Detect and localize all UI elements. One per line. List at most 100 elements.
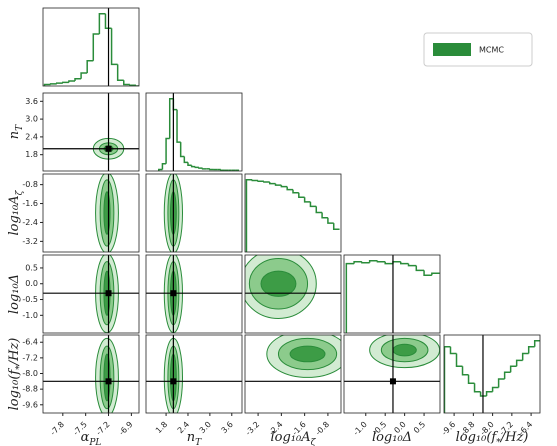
histogram-step bbox=[521, 352, 529, 361]
panel-frame bbox=[145, 254, 243, 334]
panel bbox=[95, 174, 119, 252]
legend-swatch bbox=[433, 43, 471, 56]
axis-label: log₁₀Aζ bbox=[7, 189, 25, 235]
panel-frame bbox=[145, 92, 243, 172]
label-sub: * bbox=[15, 365, 25, 370]
y-tick-label: -3.2 bbox=[22, 237, 38, 246]
histogram-step bbox=[392, 260, 401, 264]
histogram-step bbox=[280, 185, 288, 188]
label-main: log₁₀A bbox=[7, 195, 22, 235]
histogram-step bbox=[176, 109, 181, 143]
panel bbox=[158, 93, 240, 171]
x-tick-label: 3.6 bbox=[220, 420, 235, 435]
panel-frame bbox=[42, 254, 140, 334]
histogram-step bbox=[509, 365, 517, 373]
axis-label: log₁₀Δ bbox=[372, 430, 412, 445]
histogram-step bbox=[345, 262, 355, 333]
panel-frame bbox=[145, 173, 243, 253]
panel-frame bbox=[443, 334, 541, 414]
y-tick-label: -7.2 bbox=[22, 353, 38, 362]
histogram-step bbox=[384, 261, 393, 265]
contour-level bbox=[103, 191, 111, 235]
y-tick-label: 0.5 bbox=[25, 263, 38, 272]
x-tick-label: 3.0 bbox=[198, 420, 213, 435]
histogram-step bbox=[415, 265, 425, 272]
panel bbox=[43, 8, 139, 86]
histogram-step bbox=[292, 189, 299, 194]
label-main: α bbox=[81, 430, 90, 445]
histogram-step bbox=[461, 366, 469, 376]
histogram-step bbox=[368, 260, 378, 263]
truth-marker bbox=[389, 378, 396, 385]
histogram-step bbox=[479, 391, 487, 397]
y-tick-label: -8.0 bbox=[22, 369, 38, 378]
histogram-step bbox=[161, 163, 167, 170]
panel bbox=[43, 93, 139, 171]
panel bbox=[444, 335, 540, 413]
histogram-step bbox=[309, 201, 317, 208]
label-main: n bbox=[187, 430, 195, 445]
histogram-step bbox=[286, 186, 293, 191]
panel-frame bbox=[42, 7, 140, 87]
y-tick-label: -1.6 bbox=[22, 199, 38, 208]
panel-frame bbox=[42, 173, 140, 253]
x-tick-label: -7.8 bbox=[49, 420, 66, 437]
truth-marker bbox=[105, 145, 112, 152]
legend-label: MCMC bbox=[479, 46, 504, 55]
panel bbox=[163, 174, 183, 252]
label-main: log₁₀Δ bbox=[372, 430, 412, 445]
x-tick-label: -1.0 bbox=[352, 420, 369, 437]
label-tail: /Hz) bbox=[499, 430, 529, 445]
histogram-step bbox=[110, 28, 118, 66]
panel bbox=[345, 255, 440, 333]
panel bbox=[43, 335, 139, 413]
histogram-step bbox=[431, 272, 440, 276]
y-tick-label: 3.0 bbox=[25, 115, 38, 124]
truth-marker bbox=[105, 378, 112, 385]
axis-label: nT bbox=[187, 430, 202, 446]
histogram-step bbox=[92, 33, 100, 61]
panel bbox=[43, 255, 139, 333]
histogram-step bbox=[376, 260, 386, 263]
histogram-step bbox=[298, 192, 305, 199]
label-sub: ζ bbox=[15, 189, 25, 195]
panel-frame bbox=[42, 334, 140, 414]
axis-label: nT bbox=[7, 124, 25, 139]
axis-label: αPL bbox=[81, 430, 102, 446]
histogram-step bbox=[158, 168, 163, 171]
histogram-step bbox=[407, 263, 417, 267]
axis-label: log₁₀Aζ bbox=[270, 430, 316, 446]
contour-level bbox=[103, 353, 111, 402]
histogram-step bbox=[503, 371, 511, 380]
x-tick-label: 1.8 bbox=[154, 420, 169, 435]
panel bbox=[245, 179, 340, 252]
histogram-step bbox=[515, 359, 523, 367]
histogram-step bbox=[179, 142, 185, 158]
histogram-step bbox=[198, 167, 203, 169]
histogram-step bbox=[491, 386, 499, 392]
y-tick-label: -8.8 bbox=[22, 385, 38, 394]
truth-marker bbox=[105, 290, 112, 297]
histogram-step bbox=[268, 182, 276, 185]
histogram-step bbox=[135, 85, 139, 86]
label-sub: T bbox=[195, 438, 202, 446]
histogram-step bbox=[399, 261, 409, 265]
histogram-step bbox=[116, 64, 124, 81]
label-main: n bbox=[7, 131, 22, 139]
histogram-step bbox=[251, 179, 259, 182]
histogram-step bbox=[129, 84, 136, 86]
histogram-step bbox=[303, 197, 311, 203]
contour-level bbox=[392, 343, 417, 357]
y-tick-label: -6.4 bbox=[22, 338, 38, 347]
histogram-step bbox=[245, 179, 253, 252]
histogram-step bbox=[187, 162, 192, 166]
panel-frame bbox=[42, 92, 140, 172]
axis-label: log₁₀Δ bbox=[7, 274, 22, 314]
histogram-step bbox=[201, 168, 207, 170]
histogram-step bbox=[62, 81, 69, 84]
x-tick-label: 0.5 bbox=[412, 420, 427, 435]
histogram-step bbox=[315, 206, 323, 214]
histogram-step bbox=[327, 217, 334, 224]
histogram-step bbox=[98, 13, 106, 34]
